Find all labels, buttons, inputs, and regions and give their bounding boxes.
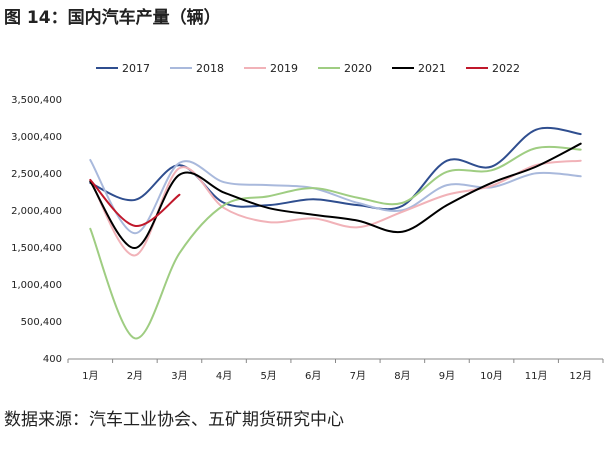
series-line bbox=[89, 178, 181, 227]
x-tick-label: 2月 bbox=[127, 370, 143, 382]
y-tick-label: 3,000,400 bbox=[11, 132, 62, 143]
legend-label: 2021 bbox=[418, 62, 446, 75]
y-tick-label: 2,500,400 bbox=[11, 169, 62, 180]
legend-label: 2020 bbox=[344, 62, 372, 75]
y-tick-label: 1,500,400 bbox=[11, 243, 62, 254]
y-tick-label: 1,000,400 bbox=[11, 280, 62, 291]
series-line bbox=[89, 142, 582, 250]
x-tick-label: 3月 bbox=[171, 370, 187, 382]
series-line bbox=[89, 158, 582, 235]
chart-title: 图 14：国内汽车产量（辆） bbox=[4, 7, 221, 28]
x-tick-label: 7月 bbox=[350, 370, 366, 382]
legend-label: 2018 bbox=[196, 62, 224, 75]
x-tick-label: 1月 bbox=[82, 370, 98, 382]
y-tick-label: 500,400 bbox=[21, 317, 62, 328]
x-tick-label: 4月 bbox=[216, 370, 232, 382]
source-note: 数据来源：汽车工业协会、五矿期货研究中心 bbox=[4, 410, 344, 430]
series-line bbox=[89, 126, 582, 211]
y-tick-label: 400 bbox=[43, 354, 62, 365]
x-tick-label: 11月 bbox=[525, 370, 548, 382]
legend-label: 2017 bbox=[122, 62, 150, 75]
x-tick-label: 8月 bbox=[394, 370, 410, 382]
x-tick-label: 10月 bbox=[480, 370, 503, 382]
x-tick-label: 9月 bbox=[439, 370, 455, 382]
legend-label: 2022 bbox=[492, 62, 520, 75]
legend-label: 2019 bbox=[270, 62, 298, 75]
x-tick-label: 6月 bbox=[305, 370, 321, 382]
x-tick-label: 12月 bbox=[569, 370, 592, 382]
y-tick-label: 3,500,400 bbox=[11, 95, 62, 106]
y-tick-label: 2,000,400 bbox=[11, 206, 62, 217]
x-tick-label: 5月 bbox=[260, 370, 276, 382]
series-line bbox=[89, 145, 582, 340]
